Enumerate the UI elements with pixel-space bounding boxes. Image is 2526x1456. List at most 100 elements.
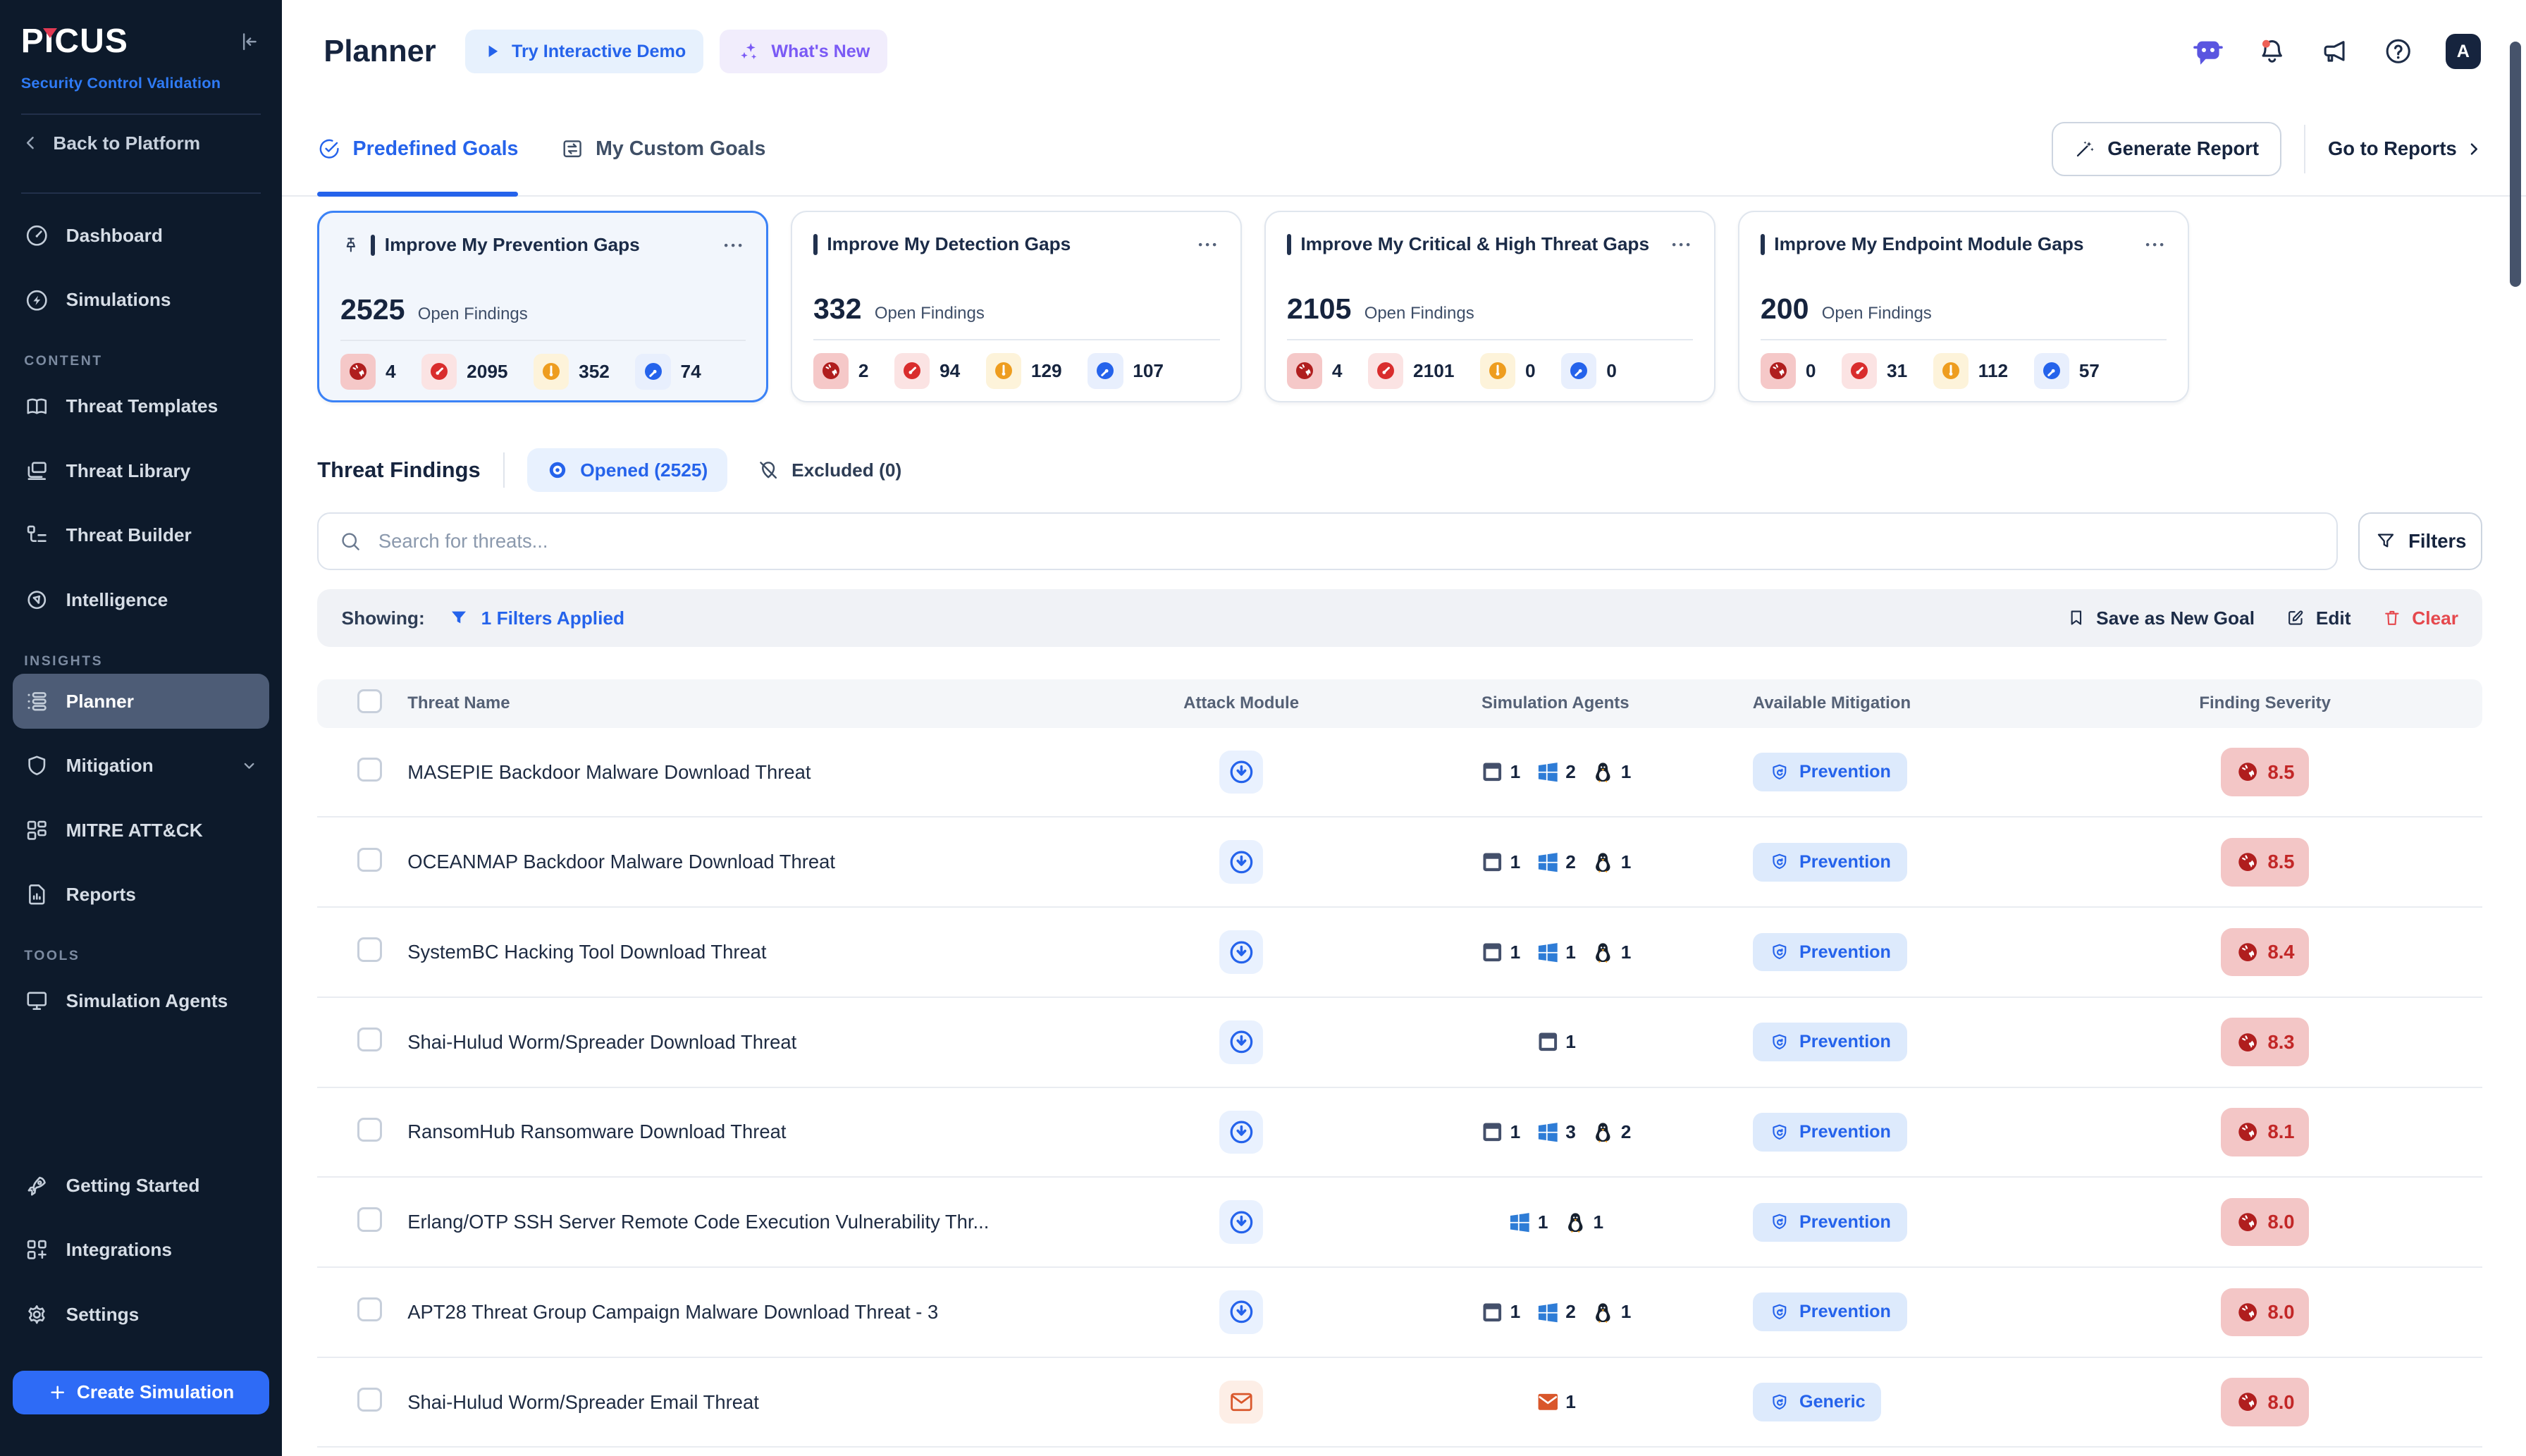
dashboard-icon <box>24 223 50 249</box>
agent-linux: 2 <box>1590 1119 1631 1145</box>
generate-report-button[interactable]: Generate Report <box>2051 121 2281 177</box>
monitor-icon <box>1479 1119 1505 1145</box>
filters-applied-link[interactable]: 1 Filters Applied <box>481 607 625 629</box>
goal-card-improve-my-endpoint-module-gaps[interactable]: Improve My Endpoint Module Gaps 200 Open F… <box>1738 211 2190 403</box>
row-checkbox[interactable] <box>357 1028 382 1052</box>
row-checkbox[interactable] <box>357 1117 382 1142</box>
try-interactive-demo-button[interactable]: Try Interactive Demo <box>464 30 704 73</box>
sidebar-item-threat-library[interactable]: Threat Library <box>13 439 269 503</box>
sidebar-item-mitre-att-ck[interactable]: MITRE ATT&CK <box>13 798 269 862</box>
scrollbar-thumb[interactable] <box>2510 42 2522 287</box>
edit-filters-button[interactable]: Edit <box>2285 607 2351 629</box>
announcements-megaphone-icon[interactable] <box>2319 36 2350 66</box>
agent-linux: 1 <box>1590 939 1631 965</box>
sidebar-item-mitigation[interactable]: Mitigation <box>13 734 269 798</box>
agent-count: 1 <box>1565 941 1576 963</box>
user-avatar[interactable]: A <box>2445 34 2481 70</box>
select-all-checkbox[interactable] <box>357 689 382 714</box>
threat-name-link[interactable]: SystemBC Hacking Tool Download Threat <box>407 941 767 963</box>
sidebar-item-simulation-agents[interactable]: Simulation Agents <box>13 969 269 1033</box>
clear-filters-button[interactable]: Clear <box>2382 607 2458 629</box>
search-input[interactable] <box>375 528 2317 554</box>
more-options-icon[interactable] <box>1195 233 1219 257</box>
sidebar-item-threat-templates[interactable]: Threat Templates <box>13 374 269 438</box>
agent-count: 1 <box>1620 941 1632 963</box>
save-as-new-goal-button[interactable]: Save as New Goal <box>2066 607 2255 629</box>
shield-sync-icon <box>1769 942 1790 963</box>
threat-name-link[interactable]: APT28 Threat Group Campaign Malware Down… <box>407 1300 939 1323</box>
agent-count: 1 <box>1593 1211 1604 1233</box>
sidebar-item-simulations[interactable]: Simulations <box>13 268 269 332</box>
severity-low-icon <box>1088 353 1123 389</box>
threat-name-link[interactable]: Shai-Hulud Worm/Spreader Download Threat <box>407 1030 797 1053</box>
finding-severity-badge: 8.4 <box>2221 927 2310 977</box>
create-simulation-button[interactable]: Create Simulation <box>13 1371 269 1414</box>
more-options-icon[interactable] <box>1669 233 1693 257</box>
sidebar-section-label: CONTENT <box>24 353 103 369</box>
severity-high-icon <box>1368 353 1404 389</box>
goal-card-improve-my-prevention-gaps[interactable]: Improve My Prevention Gaps 2525 Open Findi… <box>317 211 769 403</box>
severity-high-icon <box>894 353 930 389</box>
sidebar-item-reports[interactable]: Reports <box>13 863 269 927</box>
help-icon[interactable] <box>2383 36 2413 66</box>
threat-name-link[interactable]: Shai-Hulud Worm/Spreader Email Threat <box>407 1390 759 1413</box>
attack-module-download-icon <box>1219 1290 1263 1334</box>
row-checkbox[interactable] <box>357 847 382 872</box>
attack-module-email-icon <box>1219 1380 1263 1424</box>
agent-windows: 2 <box>1535 759 1576 785</box>
sidebar-item-integrations[interactable]: Integrations <box>13 1218 269 1282</box>
mitigation-badge: Prevention <box>1752 1202 1907 1242</box>
sidebar-item-dashboard[interactable]: Dashboard <box>13 204 269 268</box>
threat-name-link[interactable]: RansomHub Ransomware Download Threat <box>407 1121 787 1143</box>
goal-cards-row: Improve My Prevention Gaps 2525 Open Findi… <box>282 197 2526 403</box>
finding-severity-badge: 8.5 <box>2221 748 2310 796</box>
threat-name-link[interactable]: MASEPIE Backdoor Malware Download Threat <box>407 760 811 783</box>
go-to-reports-link[interactable]: Go to Reports <box>2328 137 2482 160</box>
card-divider <box>813 338 1220 340</box>
sidebar-item-settings[interactable]: Settings <box>13 1282 269 1346</box>
row-checkbox[interactable] <box>357 937 382 962</box>
more-options-icon[interactable] <box>2143 233 2167 257</box>
threat-name-link[interactable]: Erlang/OTP SSH Server Remote Code Execut… <box>407 1211 990 1233</box>
row-checkbox[interactable] <box>357 757 382 782</box>
severity-medium-icon <box>985 353 1022 389</box>
notifications-bell-icon[interactable] <box>2257 36 2287 66</box>
sidebar-item-getting-started[interactable]: Getting Started <box>13 1154 269 1218</box>
excluded-filter[interactable]: Excluded (0) <box>756 458 901 482</box>
goal-card-improve-my-detection-gaps[interactable]: Improve My Detection Gaps 332 Open Finding… <box>791 211 1243 403</box>
sidebar-item-intelligence[interactable]: Intelligence <box>13 567 269 631</box>
tab-predefined-goals[interactable]: Predefined Goals <box>317 103 518 197</box>
back-to-platform[interactable]: Back to Platform <box>0 115 282 171</box>
magic-wand-icon <box>2074 137 2096 160</box>
shield-sync-icon <box>1769 1211 1790 1233</box>
sidebar-item-threat-builder[interactable]: Threat Builder <box>13 503 269 567</box>
sidebar-collapse-icon[interactable] <box>235 30 259 54</box>
main-area: Planner Try Interactive Demo What's New … <box>281 0 2526 1456</box>
goal-card-title: Improve My Endpoint Module Gaps <box>1774 233 2084 255</box>
more-options-icon[interactable] <box>721 233 745 257</box>
agent-count: 2 <box>1565 851 1576 872</box>
tab-my-custom-goals[interactable]: My Custom Goals <box>560 103 765 195</box>
threat-name-link[interactable]: OCEANMAP Backdoor Malware Download Threa… <box>407 851 836 873</box>
row-checkbox[interactable] <box>357 1387 382 1412</box>
goal-card-improve-my-critical-high-threat-gaps[interactable]: Improve My Critical & High Threat Gaps 21… <box>1264 211 1716 403</box>
chevron-right-icon <box>2465 140 2482 158</box>
severity-critical-icon <box>340 354 376 390</box>
rocket-icon <box>24 1173 50 1199</box>
mitigation-badge: Prevention <box>1752 932 1907 972</box>
row-checkbox[interactable] <box>357 1207 382 1232</box>
sidebar-item-planner[interactable]: Planner <box>13 674 269 729</box>
ai-assistant-icon[interactable] <box>2191 35 2225 68</box>
open-findings-label: Open Findings <box>1821 304 1932 323</box>
severity-medium-icon <box>1480 353 1516 389</box>
windows-icon <box>1535 1119 1561 1145</box>
opened-filter-pill[interactable]: Opened (2525) <box>526 448 727 492</box>
table-row: MASEPIE Backdoor Malware Download Threat… <box>317 728 2483 818</box>
plus-icon <box>48 1383 67 1402</box>
filters-button[interactable]: Filters <box>2358 512 2483 570</box>
whats-new-button[interactable]: What's New <box>720 30 888 73</box>
row-checkbox[interactable] <box>357 1297 382 1322</box>
shield-sync-icon <box>1769 1302 1790 1323</box>
agent-count: 1 <box>1537 1211 1548 1233</box>
